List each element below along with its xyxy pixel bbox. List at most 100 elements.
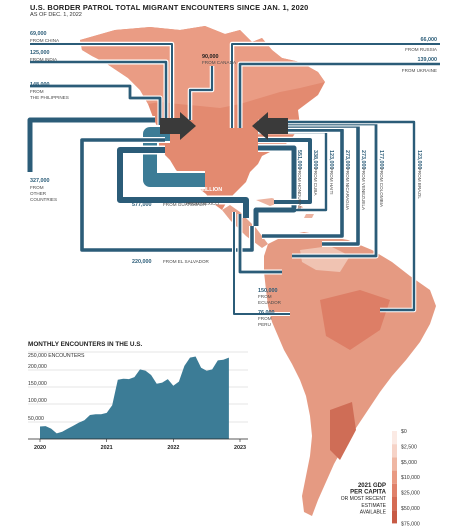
legend-swatch (392, 431, 397, 445)
south-america-mid-region (320, 290, 390, 350)
flow-peru-core (233, 212, 290, 315)
legend-tick-label: $75,000 (401, 521, 420, 526)
from-ecuador-2: ECUADOR (258, 300, 282, 305)
legend-tick-label: $50,000 (401, 506, 420, 512)
legend-swatch (392, 497, 397, 511)
from-other-3: COUNTRIES (30, 197, 57, 202)
south-america-light-region (300, 246, 350, 272)
flow-china-core (30, 43, 173, 128)
from-mexico: FROM MEXICO (186, 201, 219, 206)
value-ecuador: 150,000 (258, 288, 278, 294)
value-other: 327,000 (30, 178, 50, 184)
canada-region (80, 26, 325, 108)
legend-swatch (392, 510, 397, 524)
value-guatemala: 577,000 (132, 202, 152, 208)
value-colombia: 177,000 (378, 150, 384, 170)
legend-tick-label: $2,500 (401, 444, 417, 450)
from-philippines-2: THE PHILIPPINES (30, 95, 69, 100)
x-tick-label: 2021 (101, 445, 113, 451)
from-canada: FROM CANADA (202, 60, 237, 65)
page-title: U.S. BORDER PATROL TOTAL MIGRANT ENCOUNT… (30, 3, 309, 12)
value-russia: 66,000 (421, 37, 438, 43)
arrow-left-into-us (160, 112, 196, 140)
y-tick-200k: 200,000 (28, 364, 47, 370)
flow-cuba-core (258, 138, 312, 204)
from-cuba: FROM CUBA (313, 168, 318, 196)
from-ecuador-1: FROM (258, 294, 272, 299)
from-china: FROM CHINA (30, 38, 60, 43)
page-subtitle: AS OF DEC. 1, 2022 (30, 12, 82, 18)
from-peru-2: PERU (258, 322, 271, 327)
value-venezuela: 273,000 (360, 150, 366, 170)
legend-swatch (392, 470, 397, 484)
from-guatemala: FROM GUATEMALA (163, 202, 207, 207)
value-haiti: 123,000 (328, 150, 334, 170)
flow-honduras (252, 144, 298, 226)
x-tick-label: 2023 (234, 445, 246, 451)
y-tick-100k: 100,000 (28, 398, 47, 404)
x-tick-label: 2022 (167, 445, 179, 451)
flow-brazil-core (258, 120, 416, 312)
value-peru: 76,000 (258, 310, 275, 316)
flow-other-core (27, 117, 155, 172)
legend-swatch (392, 444, 397, 458)
legend-tick-label: $0 (401, 429, 407, 435)
flow-guatemala-core (117, 147, 249, 218)
from-philippines-1: FROM (30, 89, 44, 94)
from-ukraine: FROM UKRAINE (402, 68, 437, 73)
from-venezuela: FROM VENEZUELA (361, 168, 366, 211)
legend-tick-label: $10,000 (401, 475, 420, 481)
from-haiti: FROM HAITI (329, 168, 334, 195)
flow-nicaragua-core (258, 128, 344, 238)
flow-elsalvador-core (80, 138, 254, 252)
flow-philippines-core (30, 84, 162, 128)
origin-labels: 69,000 FROM CHINA 125,000 FROM INDIA 148… (30, 31, 438, 327)
value-philippines: 148,000 (30, 82, 50, 88)
value-canada: 90,000 (202, 54, 219, 60)
legend-swatch (392, 457, 397, 471)
monthly-encounters-chart: MONTHLY ENCOUNTERS IN THE U.S. 250,000 E… (28, 341, 248, 451)
from-russia: FROM RUSSIA (405, 47, 438, 52)
legend-title-line: 2021 GDP (358, 483, 386, 489)
value-cuba: 338,000 (312, 150, 318, 170)
legend-swatch (392, 483, 397, 497)
value-india: 125,000 (30, 50, 50, 56)
south-america-landmass (264, 232, 436, 516)
legend-tick-label: $25,000 (401, 491, 420, 497)
y-tick-50k: 50,000 (28, 416, 44, 422)
y-tick-150k: 150,000 (28, 381, 47, 387)
value-ukraine: 139,000 (418, 57, 438, 63)
caribbean-islands (256, 198, 314, 218)
from-colombia: FROM COLOMBIA (379, 168, 384, 208)
value-nicaragua: 273,000 (344, 150, 350, 170)
x-tick-label: 2020 (34, 445, 46, 451)
flow-ecuador-core (238, 214, 282, 274)
flow-ukraine-core (238, 62, 440, 128)
legend-title-line: OR MOST RECENT (341, 496, 386, 502)
flow-canada-core (188, 66, 214, 120)
monthly-chart-title: MONTHLY ENCOUNTERS IN THE U.S. (28, 341, 143, 348)
arrow-right-into-us (252, 112, 288, 140)
monthly-chart-y-top: 250,000 ENCOUNTERS (28, 353, 85, 359)
value-honduras: 551,000 (296, 150, 302, 170)
from-elsalvador: FROM EL SALVADOR (163, 259, 210, 264)
flow-russia-core (231, 43, 440, 128)
legend-title-line: ESTIMATE (361, 503, 386, 509)
from-other-2: OTHER (30, 191, 47, 196)
from-nicaragua: FROM NICARAGUA (345, 168, 350, 211)
x-axis-ticks: 2020 2021 2022 2023 (34, 439, 246, 451)
value-china: 69,000 (30, 31, 47, 37)
monthly-area-series (40, 356, 229, 439)
legend-title-line: AVAILABLE (360, 509, 387, 515)
value-elsalvador: 220,000 (132, 259, 152, 265)
value-mexico: 1.66 MILLION (188, 187, 222, 193)
from-other-1: FROM (30, 185, 44, 190)
flow-honduras-core (253, 145, 297, 226)
value-brazil: 123,000 (416, 150, 422, 170)
south-america-dark-region (330, 402, 356, 460)
legend-title-line: PER CAPITA (350, 490, 387, 496)
